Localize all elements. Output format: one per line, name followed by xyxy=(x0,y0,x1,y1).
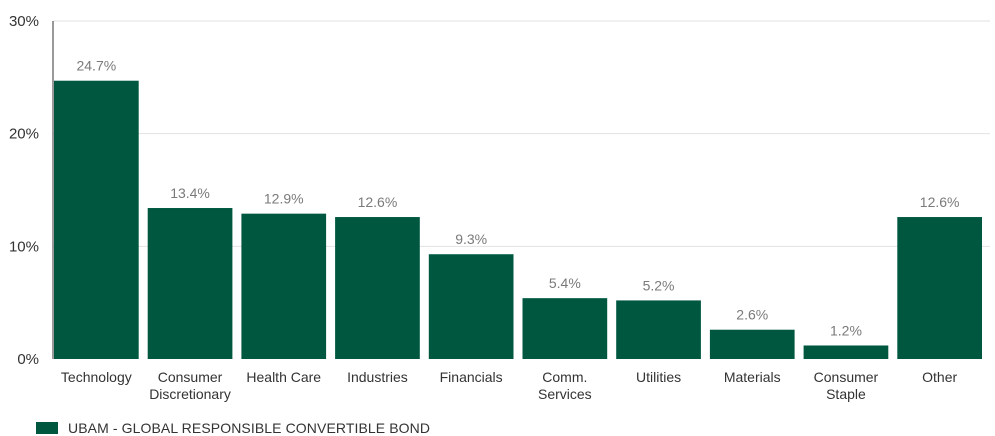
bar xyxy=(897,217,982,359)
bar xyxy=(616,300,701,359)
data-label: 13.4% xyxy=(170,185,210,201)
data-label: 5.4% xyxy=(549,275,581,291)
x-tick-label: Industries xyxy=(347,369,408,385)
data-label: 9.3% xyxy=(455,231,487,247)
x-tick-label: Comm. Services xyxy=(538,369,592,402)
x-tick-label: Utilities xyxy=(636,369,681,385)
bar xyxy=(241,213,327,359)
x-tick-label: Consumer Staple xyxy=(814,369,879,402)
x-tick-label: Other xyxy=(922,369,957,385)
y-tick-label: 20% xyxy=(9,126,39,143)
data-labels: 24.7% 13.4% 12.9% 12.6% 9.3% 5.4% 5.2% 2.6% 1.2%… xyxy=(76,58,959,339)
data-label: 1.2% xyxy=(830,322,862,338)
data-label: 12.6% xyxy=(920,194,960,210)
bar xyxy=(522,298,608,359)
x-tick-label: Materials xyxy=(724,369,781,385)
bar xyxy=(428,254,514,359)
legend-swatch xyxy=(36,422,58,434)
y-tick-label: 0% xyxy=(17,351,39,368)
x-tick-label: Consumer Discretionary xyxy=(149,369,231,402)
legend: UBAM - GLOBAL RESPONSIBLE CONVERTIBLE BO… xyxy=(36,420,430,436)
x-tick-label: Technology xyxy=(61,369,132,385)
bar xyxy=(709,329,795,359)
data-label: 12.6% xyxy=(358,194,398,210)
bars xyxy=(54,80,982,360)
bar xyxy=(335,217,420,359)
y-tick-label: 30% xyxy=(9,13,39,30)
data-label: 24.7% xyxy=(76,58,116,74)
data-label: 5.2% xyxy=(643,277,675,293)
legend-label: UBAM - GLOBAL RESPONSIBLE CONVERTIBLE BO… xyxy=(68,420,431,436)
data-label: 12.9% xyxy=(264,191,304,207)
x-tick-label: Financials xyxy=(440,369,503,385)
data-label: 2.6% xyxy=(736,307,768,323)
bar xyxy=(803,345,889,359)
y-tick-label: 10% xyxy=(9,238,39,255)
bar xyxy=(147,208,233,359)
x-tick-label: Health Care xyxy=(246,369,321,385)
bar xyxy=(54,80,139,360)
axes: 0% 10% 20% 30% Technology Consumer Discretiona… xyxy=(9,13,958,402)
